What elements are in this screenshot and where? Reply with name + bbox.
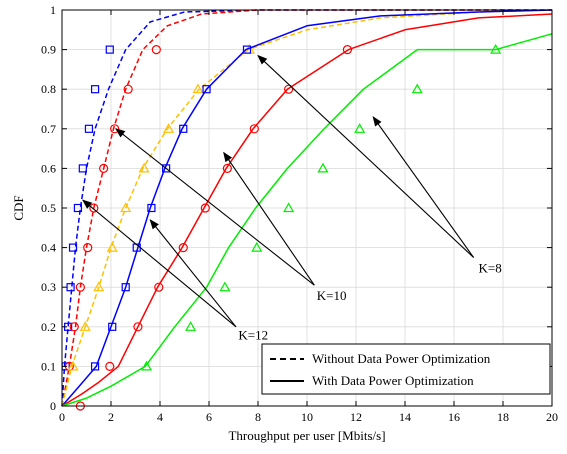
marker-triangle [317, 162, 329, 173]
arrow-k8 [372, 116, 475, 258]
marker-triangle [185, 321, 197, 331]
marker-triangle [138, 162, 150, 173]
y-tick-label: 0.7 [41, 122, 56, 136]
series-k10-solid [61, 13, 553, 411]
x-tick-label: 8 [255, 410, 261, 424]
marker-square [90, 85, 100, 94]
annotation-label-k12: K=12 [238, 328, 268, 343]
marker-triangle [251, 241, 263, 252]
line-k10-dashed [61, 9, 552, 407]
marker-circle [249, 124, 259, 134]
x-tick-label: 12 [350, 410, 362, 424]
arrow-k12 [149, 219, 237, 328]
y-tick-label: 0.2 [41, 320, 56, 334]
marker-triangle [163, 123, 175, 133]
y-tick-label: 0.5 [41, 201, 56, 215]
y-tick-label: 0.6 [41, 161, 56, 175]
marker-circle [284, 84, 294, 94]
marker-square [73, 203, 83, 213]
marker-triangle [411, 83, 423, 94]
marker-square [68, 243, 78, 252]
marker-square [147, 203, 156, 213]
x-tick-label: 16 [448, 410, 460, 424]
marker-circle [151, 44, 161, 55]
marker-circle [178, 243, 188, 253]
marker-circle [105, 361, 115, 371]
x-axis-label: Throughput per user [Mbits/s] [228, 428, 385, 443]
x-tick-label: 6 [206, 410, 212, 424]
series-k8-dashed [61, 9, 553, 407]
line-k8-dashed [61, 9, 553, 407]
x-tick-label: 4 [157, 410, 163, 424]
legend: Without Data Power Optimization With Dat… [261, 343, 551, 395]
marker-circle [83, 243, 93, 253]
marker-square [121, 283, 130, 292]
line-k12-dashed [61, 9, 552, 407]
series-k12-solid [61, 9, 553, 407]
y-tick-label: 0 [50, 399, 56, 413]
marker-triangle [79, 321, 91, 331]
marker-triangle [140, 360, 153, 371]
x-tick-label: 14 [399, 410, 411, 424]
marker-square [242, 45, 252, 54]
marker-square [179, 124, 188, 133]
marker-triangle [219, 281, 231, 292]
marker-triangle [354, 123, 366, 133]
marker-square [202, 85, 211, 94]
axis-ticks: 0 2 4 6 8 10 12 14 16 18 20 0 0.1 0.2 0.3 0.4 0.5 0.6 0.7 0… [41, 3, 558, 424]
y-tick-label: 0.9 [41, 43, 56, 57]
y-tick-label: 0.1 [41, 359, 56, 373]
marker-circle [222, 163, 232, 173]
x-tick-label: 18 [497, 410, 509, 424]
marker-triangle [192, 83, 204, 94]
arrow-k8 [257, 54, 474, 258]
x-tick-label: 10 [301, 410, 313, 424]
y-axis-label: CDF [11, 195, 26, 220]
marker-triangle [120, 202, 132, 213]
marker-square [78, 164, 87, 173]
arrow-k10 [115, 128, 315, 286]
arrow-k12 [82, 199, 237, 328]
x-tick-label: 2 [108, 410, 114, 424]
x-tick-label: 20 [546, 410, 558, 424]
marker-square [162, 164, 171, 173]
arrow-k10 [223, 151, 315, 286]
annotation-label-k8: K=8 [479, 260, 502, 275]
series-k12-dashed [61, 9, 552, 407]
marker-circle [99, 163, 109, 173]
marker-circle [133, 322, 143, 332]
x-tick-label: 0 [59, 410, 65, 424]
y-tick-label: 1 [50, 3, 56, 17]
y-tick-label: 0.4 [41, 241, 56, 255]
y-tick-label: 0.3 [41, 280, 56, 294]
marker-triangle [283, 202, 295, 213]
marker-circle [154, 282, 164, 292]
annotations: K=8 K=10 K=12 [82, 54, 502, 343]
marker-circle [75, 282, 85, 292]
marker-circle [200, 203, 210, 213]
line-k10-solid [61, 13, 553, 407]
marker-triangle [93, 281, 105, 292]
y-tick-label: 0.8 [41, 82, 56, 96]
marker-square [108, 322, 117, 331]
marker-circle [342, 44, 353, 55]
legend-entry-with: With Data Power Optimization [312, 373, 474, 388]
legend-entry-without: Without Data Power Optimization [312, 351, 491, 366]
marker-square [84, 124, 94, 133]
annotation-label-k10: K=10 [317, 288, 347, 303]
marker-triangle [490, 43, 502, 54]
line-k12-solid [61, 9, 553, 407]
marker-triangle [106, 241, 118, 252]
marker-square [66, 283, 75, 292]
marker-circle [123, 84, 133, 94]
series-k10-dashed [61, 9, 552, 407]
legend-box [261, 343, 551, 395]
marker-square [105, 45, 114, 54]
marker-circle [69, 322, 79, 332]
marker-square [90, 362, 100, 371]
marker-triangle [67, 360, 79, 371]
